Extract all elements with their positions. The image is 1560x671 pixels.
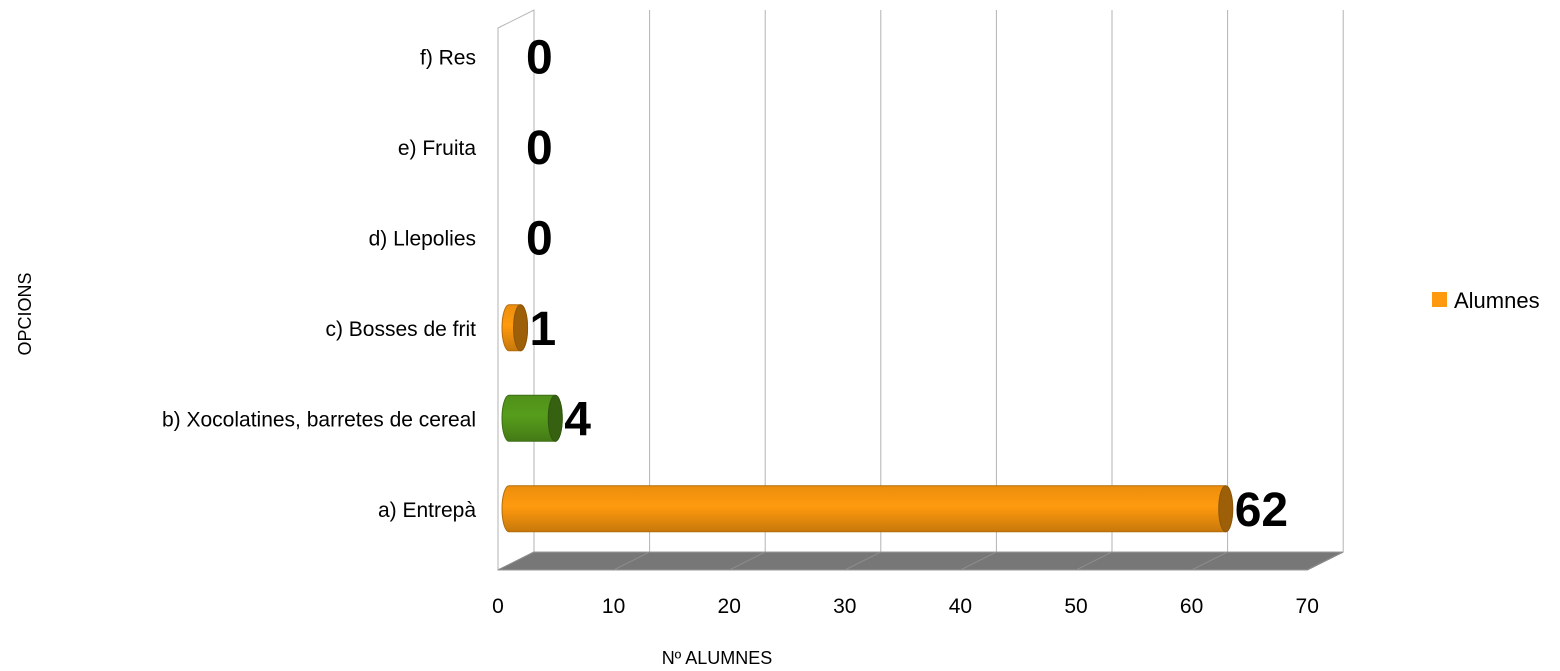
plot-floor xyxy=(497,551,1344,571)
bar xyxy=(501,485,1234,533)
floor-gridline xyxy=(613,551,650,571)
bar-end-cap xyxy=(513,304,529,352)
floor-gridline xyxy=(1306,551,1344,571)
floor-gridline xyxy=(844,551,882,571)
data-label: 0 xyxy=(526,212,553,265)
x-tick-label: 20 xyxy=(718,595,741,618)
x-tick-label: 0 xyxy=(492,595,504,618)
x-tick-label: 60 xyxy=(1180,595,1203,618)
category-label: d) Llepolies xyxy=(369,227,476,250)
category-label: a) Entrepà xyxy=(378,499,476,522)
category-labels: a) Entrepà b) Xocolatines, barretes de ce… xyxy=(162,46,476,522)
legend-swatch xyxy=(1432,292,1447,307)
x-tick-label: 40 xyxy=(949,595,972,618)
bars xyxy=(501,304,1234,533)
legend-label: Alumnes xyxy=(1454,288,1540,313)
data-labels: 62 41 0 0 0 xyxy=(526,31,1288,537)
floor-plane xyxy=(497,551,1344,571)
x-tick-labels: 0 10 20 30 40 50 60 70 xyxy=(492,595,1319,618)
floor-gridline xyxy=(1075,551,1113,571)
x-axis-title: Nº ALUMNES xyxy=(662,648,773,668)
floor-gridline xyxy=(960,551,997,571)
x-tick-label: 70 xyxy=(1296,595,1319,618)
category-label: e) Fruita xyxy=(398,137,477,160)
data-label: 62 xyxy=(1235,484,1288,537)
y-axis-title: OPCIONS xyxy=(15,272,35,355)
data-label: 1 xyxy=(530,303,557,356)
x-tick-label: 50 xyxy=(1064,595,1087,618)
legend: Alumnes xyxy=(1432,288,1540,313)
data-label: 4 xyxy=(564,393,591,446)
bar-end-cap xyxy=(547,394,563,442)
category-label: c) Bosses de frit xyxy=(325,318,476,341)
data-label: 0 xyxy=(526,122,553,175)
floor-gridline xyxy=(1191,551,1228,571)
bar-end-cap xyxy=(1218,485,1234,533)
gridlines xyxy=(533,10,1344,552)
x-tick-label: 30 xyxy=(833,595,856,618)
x-tick-label: 10 xyxy=(602,595,625,618)
category-label: f) Res xyxy=(420,46,476,69)
floor-gridline xyxy=(497,551,535,571)
data-label: 0 xyxy=(526,31,553,84)
category-label: b) Xocolatines, barretes de cereal xyxy=(162,408,476,431)
floor-gridline xyxy=(728,551,766,571)
